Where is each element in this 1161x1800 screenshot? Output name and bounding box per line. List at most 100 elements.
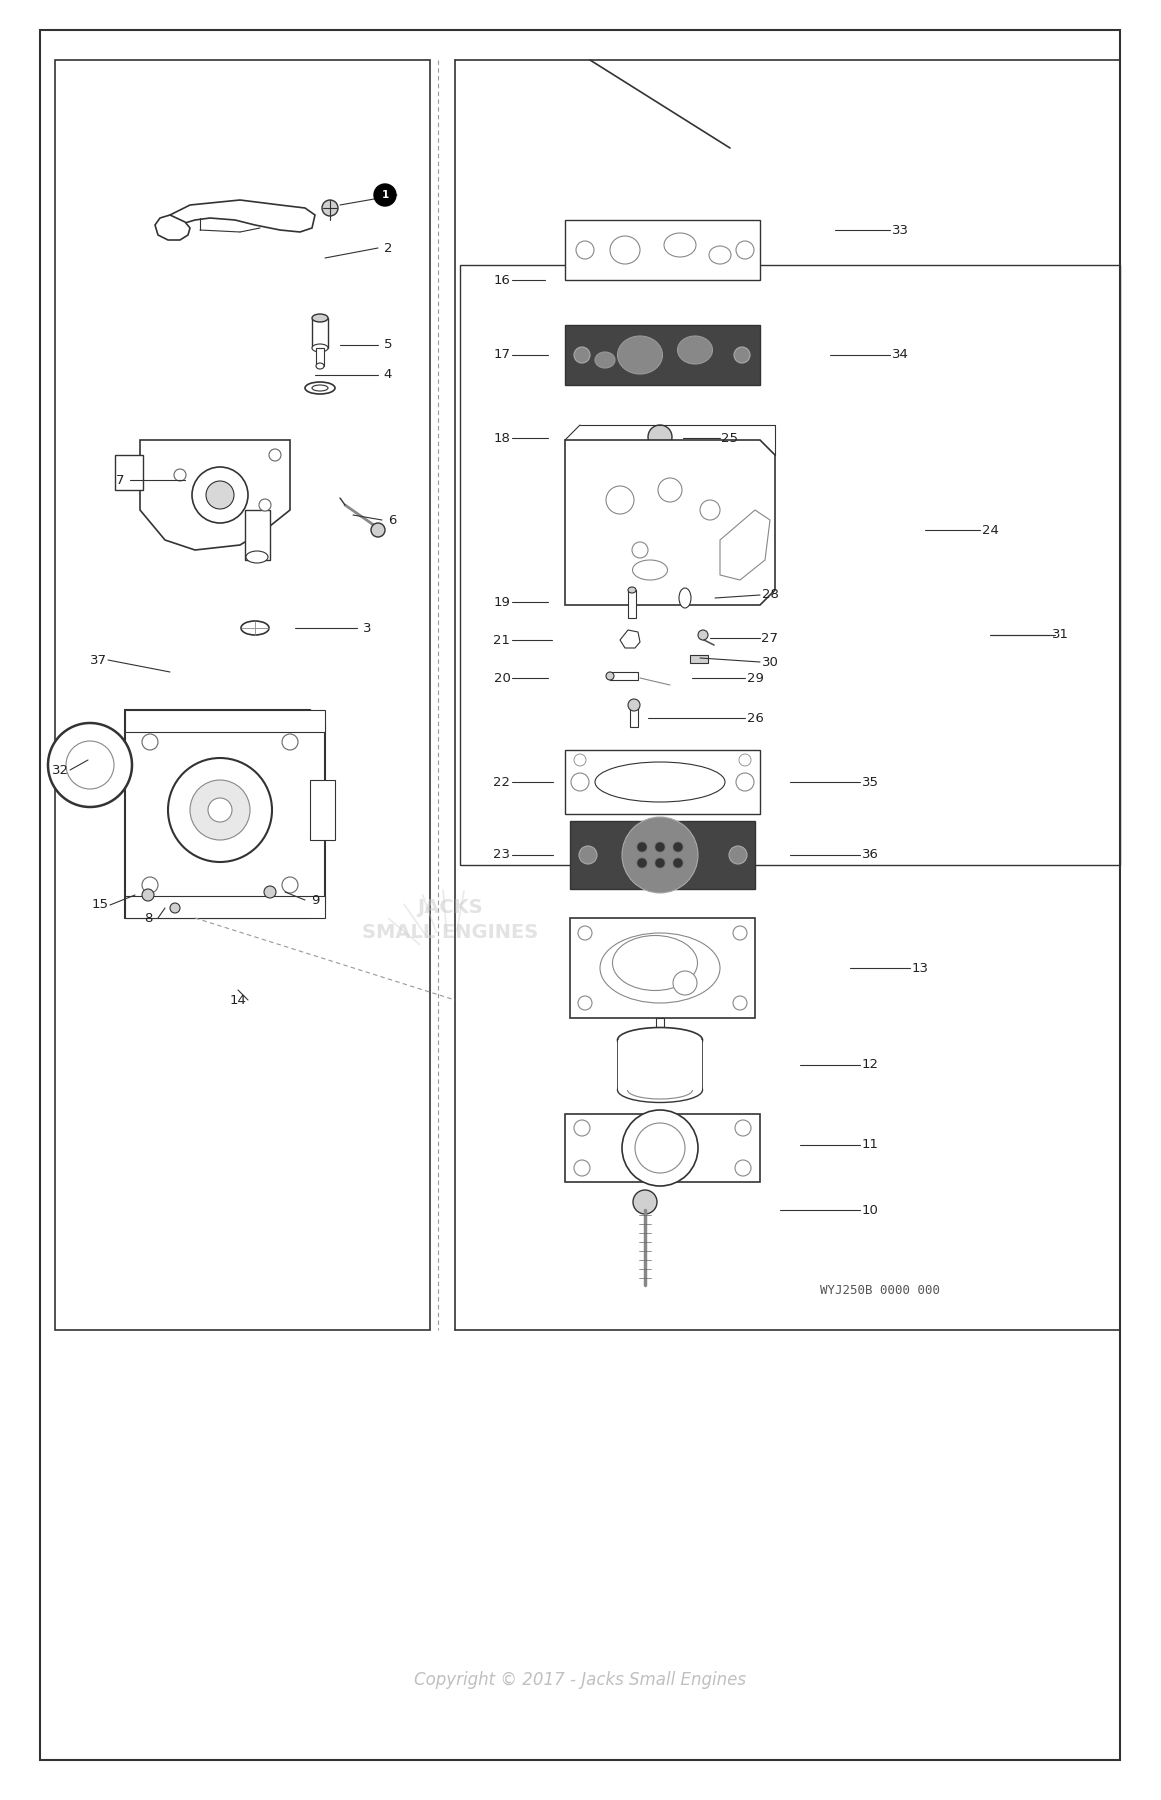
Text: 33: 33	[892, 223, 909, 236]
Bar	[656, 1019, 664, 1042]
Bar	[618, 1040, 702, 1091]
Circle shape	[735, 1159, 751, 1175]
Ellipse shape	[618, 1078, 702, 1102]
Circle shape	[571, 772, 589, 790]
Circle shape	[655, 842, 665, 851]
Text: 28: 28	[762, 589, 778, 601]
Ellipse shape	[628, 587, 636, 592]
Text: 3: 3	[362, 621, 372, 635]
Text: 8: 8	[144, 911, 152, 925]
Bar	[310, 779, 336, 841]
Circle shape	[637, 859, 647, 868]
Circle shape	[673, 859, 683, 868]
Ellipse shape	[316, 364, 324, 369]
Circle shape	[579, 846, 597, 864]
Circle shape	[673, 842, 683, 851]
Text: 14: 14	[230, 994, 246, 1006]
Ellipse shape	[633, 560, 668, 580]
Ellipse shape	[594, 761, 724, 803]
Text: 19: 19	[493, 596, 511, 608]
Circle shape	[698, 630, 708, 641]
Circle shape	[374, 184, 396, 205]
Text: 17: 17	[493, 349, 511, 362]
Text: WYJ250B 0000 000: WYJ250B 0000 000	[820, 1283, 940, 1296]
Circle shape	[48, 724, 132, 806]
Circle shape	[574, 1120, 590, 1136]
Circle shape	[628, 698, 640, 711]
Text: 29: 29	[747, 671, 764, 684]
Circle shape	[606, 486, 634, 515]
Ellipse shape	[613, 936, 698, 990]
Bar	[690, 655, 708, 662]
Ellipse shape	[678, 337, 713, 364]
Text: 22: 22	[493, 776, 511, 788]
Polygon shape	[156, 214, 190, 239]
Circle shape	[282, 877, 298, 893]
Ellipse shape	[246, 551, 268, 563]
Polygon shape	[720, 509, 770, 580]
Bar	[125, 896, 325, 918]
Bar	[125, 709, 325, 733]
Circle shape	[578, 925, 592, 940]
Polygon shape	[565, 326, 760, 385]
Circle shape	[192, 466, 248, 524]
Circle shape	[174, 470, 186, 481]
Ellipse shape	[305, 382, 336, 394]
Text: 36: 36	[861, 848, 879, 862]
Text: 24: 24	[981, 524, 998, 536]
Text: 25: 25	[721, 432, 738, 445]
Circle shape	[632, 542, 648, 558]
Text: 1: 1	[381, 191, 389, 200]
Circle shape	[142, 877, 158, 893]
Text: 2: 2	[384, 241, 392, 254]
Text: 11: 11	[861, 1139, 879, 1152]
Polygon shape	[140, 439, 290, 551]
Circle shape	[205, 481, 235, 509]
Polygon shape	[565, 1114, 760, 1183]
Circle shape	[574, 1159, 590, 1175]
Circle shape	[635, 1123, 685, 1174]
Bar	[460, 265, 1120, 866]
Circle shape	[655, 859, 665, 868]
Circle shape	[574, 347, 590, 364]
Text: 31: 31	[1052, 628, 1068, 641]
Circle shape	[578, 995, 592, 1010]
Text: 21: 21	[493, 634, 511, 646]
Circle shape	[736, 241, 753, 259]
Bar	[312, 319, 329, 347]
Ellipse shape	[618, 337, 663, 374]
Polygon shape	[565, 439, 776, 605]
Circle shape	[648, 425, 672, 448]
Circle shape	[168, 758, 272, 862]
Text: 30: 30	[762, 655, 778, 668]
Text: Copyright © 2017 - Jacks Small Engines: Copyright © 2017 - Jacks Small Engines	[414, 1670, 747, 1688]
Circle shape	[622, 1111, 698, 1186]
Text: 23: 23	[493, 848, 511, 862]
Ellipse shape	[312, 385, 329, 391]
Circle shape	[66, 742, 114, 788]
Polygon shape	[565, 220, 760, 281]
Bar	[630, 706, 639, 727]
Circle shape	[622, 817, 698, 893]
Text: 26: 26	[747, 711, 764, 724]
Polygon shape	[570, 918, 755, 1019]
Circle shape	[735, 1120, 751, 1136]
Circle shape	[736, 772, 753, 790]
Polygon shape	[125, 709, 325, 918]
Text: 15: 15	[92, 898, 108, 911]
Circle shape	[733, 995, 747, 1010]
Circle shape	[633, 1190, 657, 1213]
Ellipse shape	[679, 589, 691, 608]
Text: 20: 20	[493, 671, 511, 684]
Circle shape	[372, 524, 385, 536]
Bar	[316, 347, 324, 365]
Circle shape	[729, 846, 747, 864]
Bar	[610, 671, 639, 680]
Text: 35: 35	[861, 776, 879, 788]
Text: 4: 4	[384, 369, 392, 382]
Ellipse shape	[600, 932, 720, 1003]
Circle shape	[264, 886, 276, 898]
Text: 27: 27	[762, 632, 779, 644]
Bar	[55, 59, 430, 1330]
Circle shape	[734, 347, 750, 364]
